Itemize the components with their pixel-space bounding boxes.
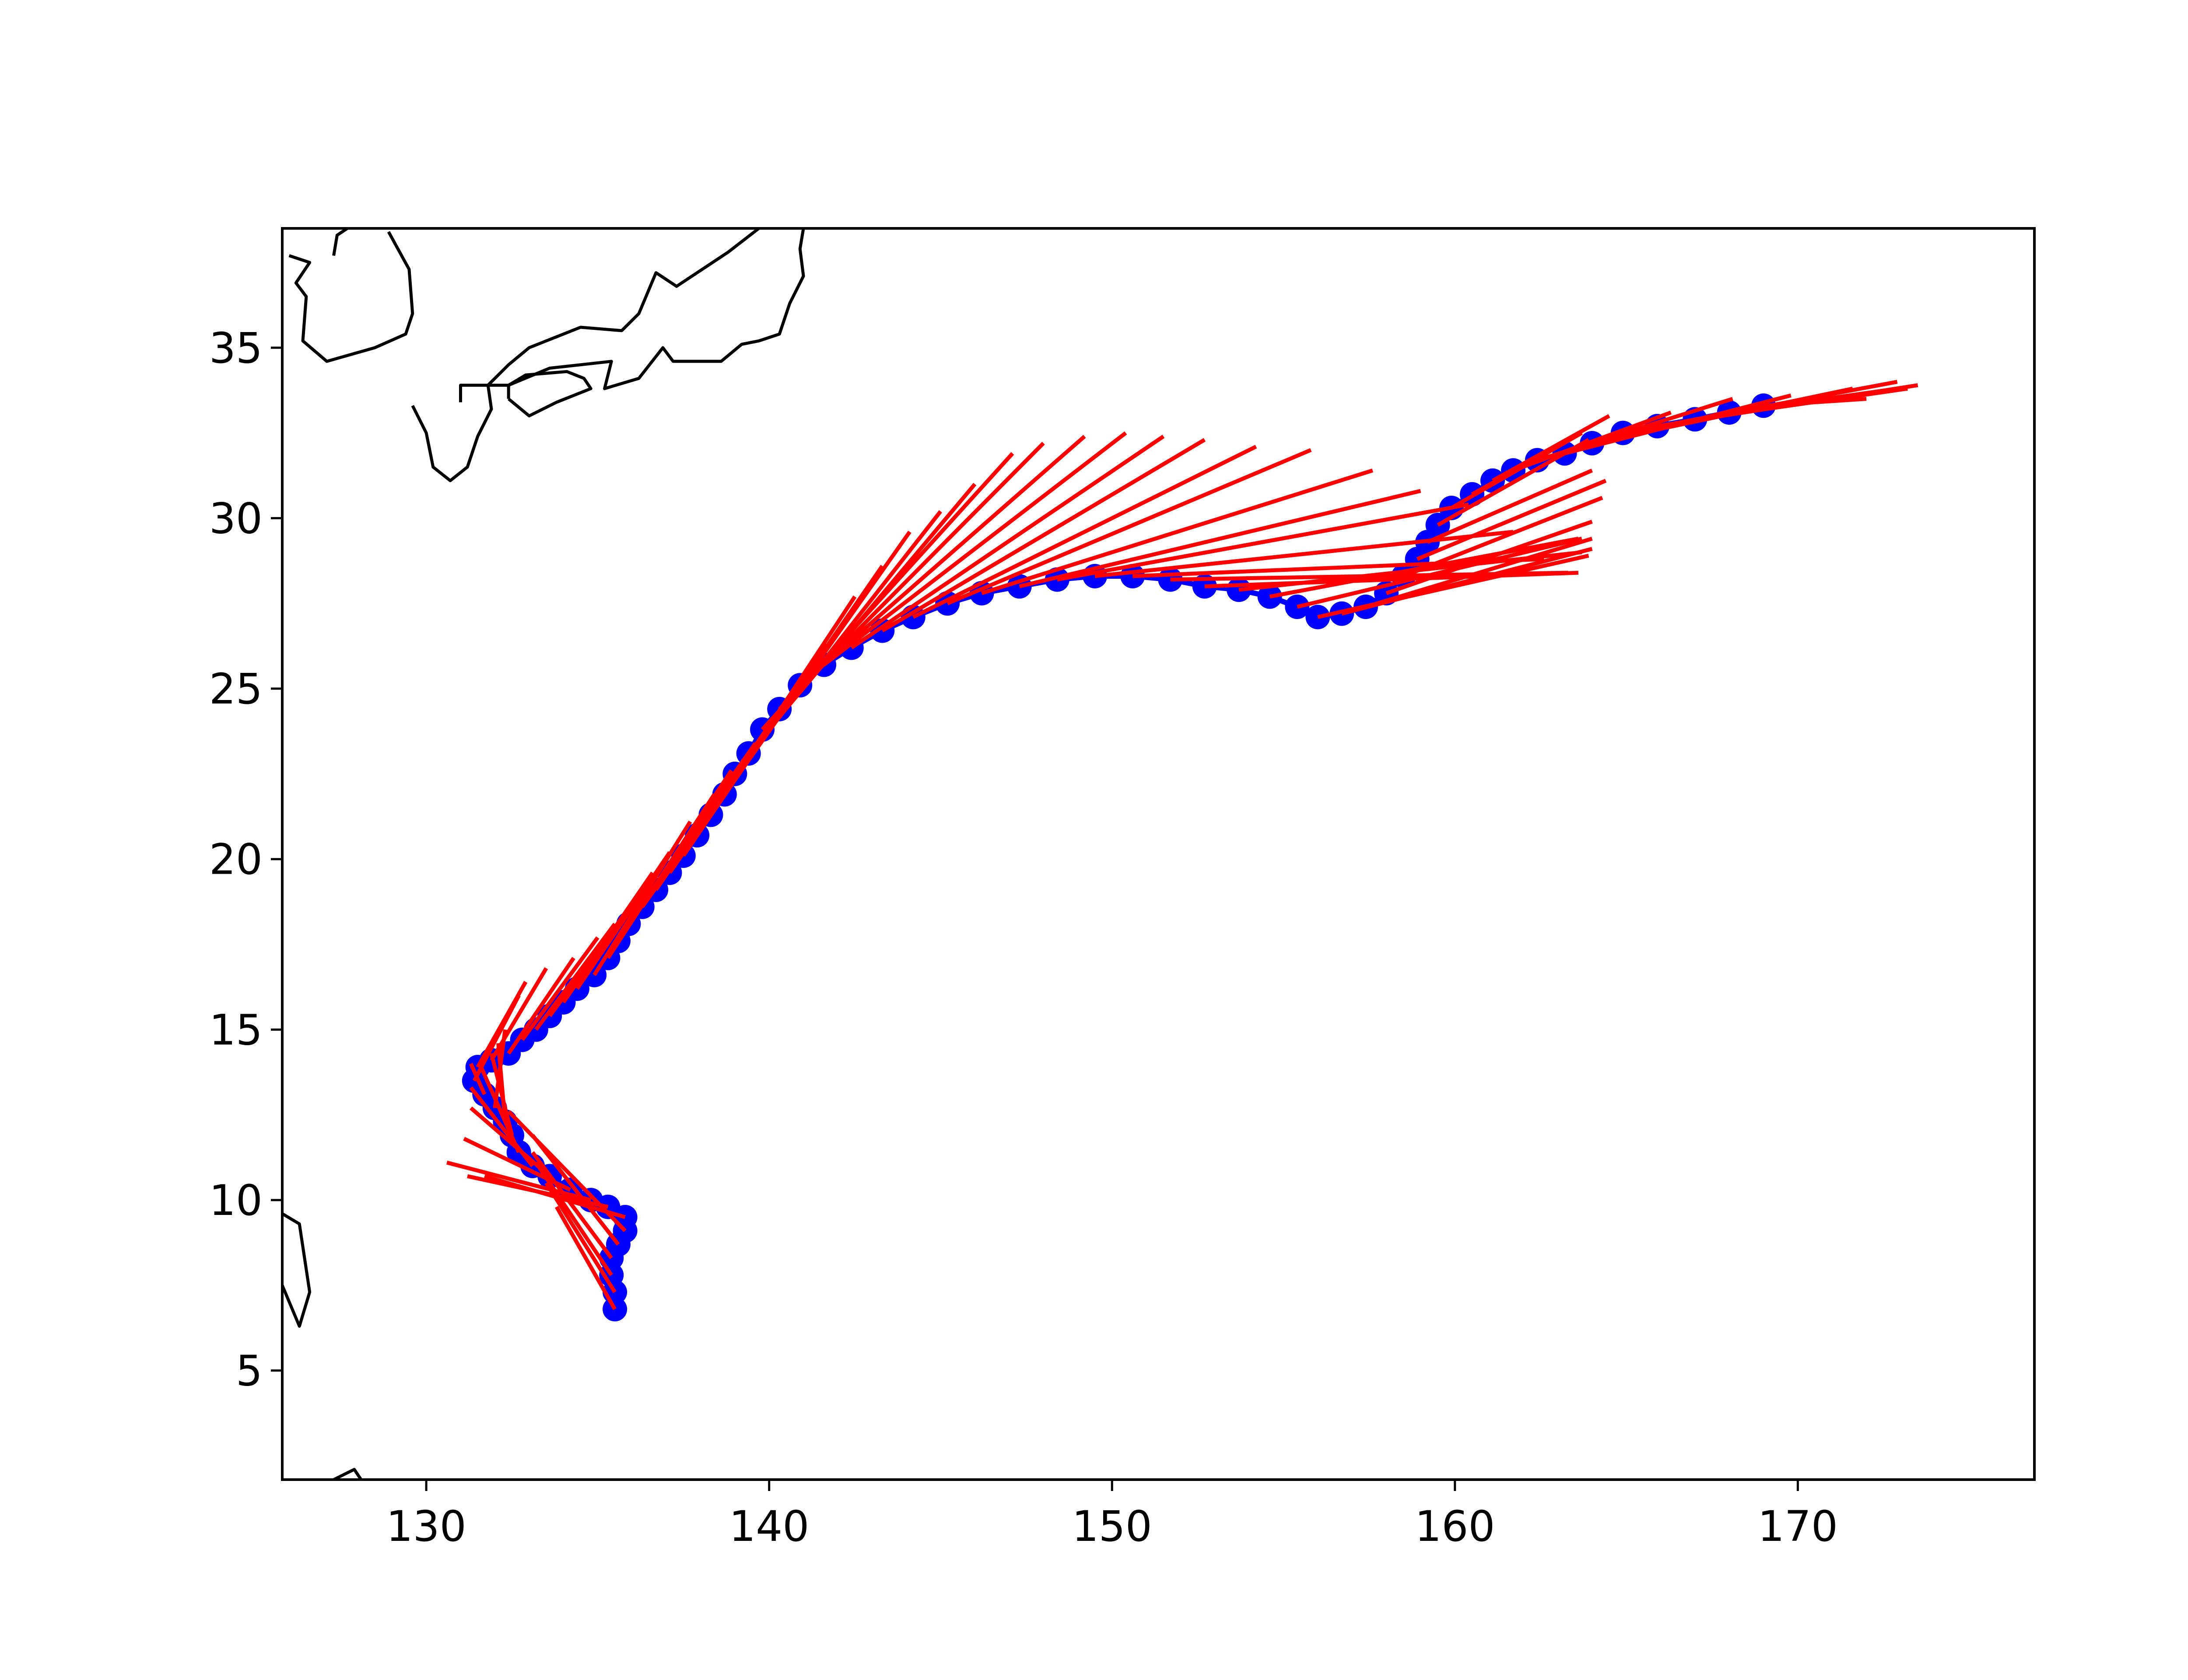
- forecast-segment-10: [470, 1106, 551, 1178]
- forecast-segment-21: [520, 936, 600, 1041]
- y-tick-label: 20: [209, 835, 263, 884]
- forecast-segment-4: [531, 1134, 620, 1246]
- forecast-segment-53: [1204, 570, 1579, 588]
- forecast-segment-47: [981, 469, 1374, 595]
- forecast-segment-41: [799, 434, 1086, 687]
- forecast-segment-76: [1763, 397, 1867, 408]
- forecast-segment-14: [496, 1043, 507, 1122]
- coastline-4: [507, 370, 593, 418]
- coastline-1: [332, 228, 348, 256]
- x-tick-label: 170: [1758, 1502, 1838, 1551]
- forecast-segment-7: [467, 1174, 609, 1209]
- forecast-segment-20: [507, 957, 575, 1055]
- x-tick-label: 130: [386, 1502, 466, 1551]
- forecast-segment-62: [1416, 479, 1607, 561]
- forecast-segment-43: [850, 434, 1165, 650]
- forecast-segment-44: [881, 438, 1206, 633]
- forecast-segment-50: [1094, 530, 1514, 578]
- forecast-segment-3: [531, 1151, 613, 1260]
- forecast-segment-59: [1365, 536, 1593, 609]
- forecast-segment-42: [823, 431, 1127, 667]
- plot-area: [282, 228, 1918, 1480]
- forecast-segment-63: [1427, 469, 1593, 544]
- x-axis: 130 140 150 160 170: [386, 1480, 1838, 1551]
- forecast-segment-24: [561, 872, 654, 1004]
- forecast-segment-67: [1491, 414, 1610, 483]
- forecast-layer: [446, 380, 1918, 1310]
- forecast-segment-25: [575, 851, 672, 990]
- forecast-segment-16: [469, 1063, 487, 1096]
- x-tick-label: 140: [729, 1502, 809, 1551]
- forecast-segment-9: [463, 1137, 572, 1192]
- y-tick-label: 15: [209, 1005, 263, 1054]
- forecast-segment-1: [544, 1182, 617, 1293]
- y-tick-label: 35: [209, 324, 263, 373]
- forecast-segment-26: [593, 820, 692, 976]
- forecast-segment-8: [446, 1160, 592, 1202]
- x-tick-label: 160: [1415, 1502, 1495, 1551]
- y-tick-label: 10: [209, 1176, 263, 1225]
- coastline-5: [282, 1212, 312, 1328]
- forecast-segment-48: [1019, 489, 1421, 588]
- coastline-0: [288, 231, 414, 363]
- y-tick-label: 25: [209, 665, 263, 714]
- forecast-segment-60: [1385, 519, 1593, 595]
- forecast-segment-61: [1403, 496, 1603, 578]
- coastline-layer: [282, 228, 805, 1480]
- forecast-segment-46: [947, 448, 1312, 606]
- forecast-segment-0: [554, 1206, 617, 1310]
- axes-frame: [281, 227, 2036, 1481]
- x-tick-label: 150: [1072, 1502, 1152, 1551]
- forecast-segment-45: [912, 444, 1257, 619]
- coastline-2: [411, 228, 760, 483]
- forecast-segment-12: [479, 1066, 521, 1153]
- forecast-segment-49: [1057, 502, 1469, 582]
- forecast-segment-11: [469, 1086, 534, 1167]
- forecast-segment-22: [534, 923, 617, 1031]
- forecast-segment-18: [476, 981, 528, 1068]
- forecast-segment-19: [490, 967, 548, 1061]
- y-tick-label: 30: [209, 494, 263, 543]
- y-axis: 5 10 15 20 25 30 35: [209, 324, 282, 1396]
- y-tick-label: 5: [236, 1347, 263, 1396]
- coastline-6: [333, 1468, 363, 1480]
